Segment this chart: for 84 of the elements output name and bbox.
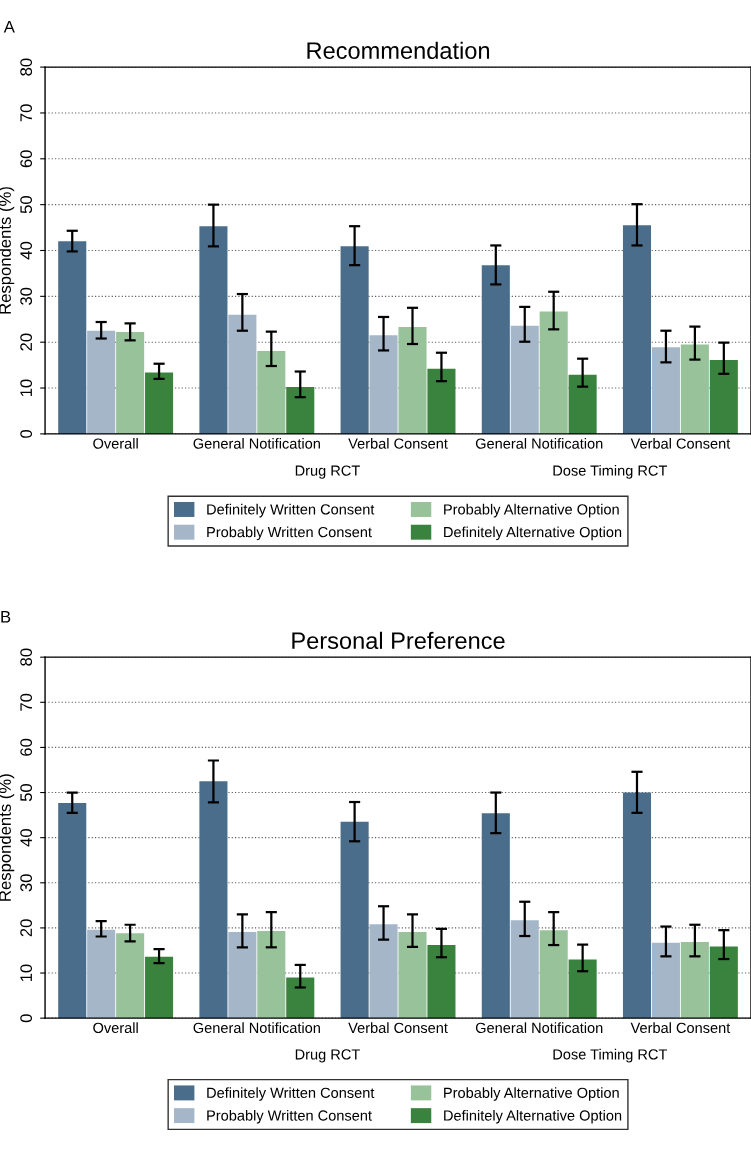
y-tick-label: 30 [20, 874, 33, 892]
bar [680, 941, 709, 1019]
bar [709, 946, 738, 1019]
x-tick-label: Verbal Consent [348, 1022, 448, 1034]
x-tick-label: General Notification [475, 438, 603, 449]
x-tick-label: General Notification [193, 438, 320, 449]
bar [228, 931, 257, 1019]
y-tick-label: 80 [20, 58, 33, 76]
bar [116, 332, 145, 434]
bar [398, 327, 427, 434]
bar [481, 265, 510, 434]
bar [369, 335, 398, 434]
bar [680, 344, 709, 434]
y-tick-label: 20 [20, 333, 33, 351]
y-tick-label: 50 [20, 783, 33, 802]
legend-label: Probably Written Consent [207, 526, 372, 541]
bar [145, 372, 174, 434]
bar [340, 246, 369, 434]
bar [427, 945, 456, 1019]
bar [145, 956, 174, 1019]
bar [286, 387, 315, 434]
y-tick-label: 40 [20, 829, 33, 847]
x-tick-label: Verbal Consent [630, 438, 731, 449]
bar [651, 942, 680, 1019]
bar [568, 959, 597, 1019]
bar [622, 792, 652, 1019]
text: B [1, 611, 11, 623]
text: Drug RCT [295, 465, 360, 479]
legend-label: Probably Alternative Option [444, 1087, 619, 1101]
bar [58, 802, 87, 1019]
bar [58, 241, 87, 434]
x-tick-label: General Notification [475, 1022, 603, 1034]
bar [539, 311, 568, 434]
x-tick-label: Verbal Consent [348, 438, 448, 449]
y-tick-label: 10 [20, 379, 33, 397]
y-tick-label: 80 [20, 648, 33, 666]
text: Drug RCT [295, 1049, 360, 1063]
x-tick-label: Overall [93, 438, 138, 449]
y-tick-label: 50 [20, 196, 33, 214]
bar [199, 226, 228, 434]
y-tick-label: 0 [20, 429, 33, 438]
legend-label: Probably Alternative Option [444, 503, 619, 518]
y-tick-label: 60 [20, 150, 33, 168]
y-tick-label: 40 [20, 241, 33, 260]
chart-title: Recommendation [307, 41, 490, 60]
bar [481, 813, 510, 1019]
legend-label: Definitely Alternative Option [444, 526, 622, 541]
legend-label: Definitely Alternative Option [444, 1109, 622, 1124]
text: A [3, 20, 15, 33]
bar [228, 314, 257, 434]
x-tick-label: Verbal Consent [630, 1022, 731, 1034]
y-tick-label: 30 [20, 287, 33, 305]
bar [709, 360, 738, 434]
chart-title: Personal Preference [292, 631, 505, 650]
y-tick-label: 20 [20, 919, 33, 937]
bar [257, 350, 286, 434]
y-tick-label: 70 [20, 104, 33, 122]
y-tick-label: 0 [20, 1014, 33, 1023]
bar [651, 347, 680, 434]
bar [87, 330, 116, 434]
bar [568, 374, 597, 434]
bar [340, 821, 369, 1019]
bar [286, 977, 315, 1019]
y-tick-label: 70 [20, 693, 33, 711]
legend-label: Definitely Written Consent [207, 503, 375, 518]
bar [199, 781, 228, 1019]
legend-label: Definitely Written Consent [207, 1087, 375, 1101]
x-tick-label: General Notification [193, 1022, 320, 1034]
y-tick-label: 10 [20, 964, 33, 982]
bar [510, 920, 539, 1019]
bar [116, 933, 145, 1019]
bar [539, 930, 568, 1019]
bar [369, 924, 398, 1019]
bar [257, 931, 286, 1019]
bar [622, 225, 652, 434]
bar [398, 931, 427, 1019]
bar [427, 368, 456, 434]
bar [87, 929, 116, 1019]
y-tick-label: 60 [20, 738, 33, 756]
x-tick-label: Overall [93, 1022, 138, 1034]
bar [510, 325, 539, 434]
text: Dose Timing RCT [553, 1048, 668, 1063]
text: Dose Timing RCT [553, 465, 668, 479]
legend-label: Probably Written Consent [207, 1109, 372, 1124]
